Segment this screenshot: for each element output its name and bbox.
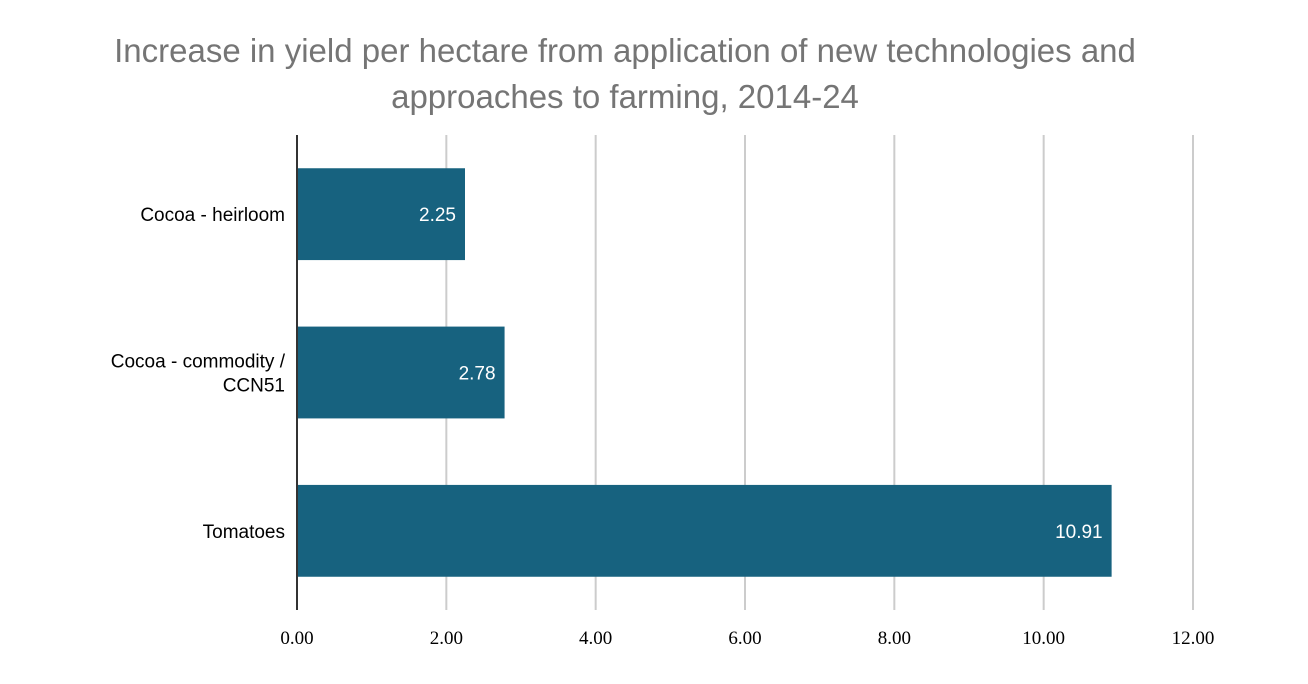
x-tick-label: 10.00 bbox=[1022, 628, 1065, 649]
category-label: Cocoa - heirloom bbox=[140, 205, 285, 226]
x-tick-label: 0.00 bbox=[280, 628, 313, 649]
x-tick-label: 8.00 bbox=[878, 628, 911, 649]
category-label: CCN51 bbox=[223, 376, 285, 397]
data-label: 2.25 bbox=[419, 205, 456, 226]
x-tick-label: 4.00 bbox=[579, 628, 612, 649]
bar bbox=[297, 168, 465, 261]
bar bbox=[297, 326, 505, 419]
category-label: Tomatoes bbox=[203, 522, 285, 543]
chart-title-line-2: approaches to farming, 2014-24 bbox=[391, 78, 859, 115]
data-label: 10.91 bbox=[1055, 522, 1103, 543]
chart-title-line-1: Increase in yield per hectare from appli… bbox=[114, 32, 1136, 69]
chart-title: Increase in yield per hectare from appli… bbox=[30, 28, 1220, 120]
category-label: Cocoa - commodity / bbox=[111, 352, 286, 373]
data-label: 2.78 bbox=[459, 364, 496, 385]
x-tick-label: 12.00 bbox=[1172, 628, 1215, 649]
bar bbox=[297, 484, 1112, 577]
x-tick-label: 6.00 bbox=[728, 628, 761, 649]
x-tick-label: 2.00 bbox=[430, 628, 463, 649]
